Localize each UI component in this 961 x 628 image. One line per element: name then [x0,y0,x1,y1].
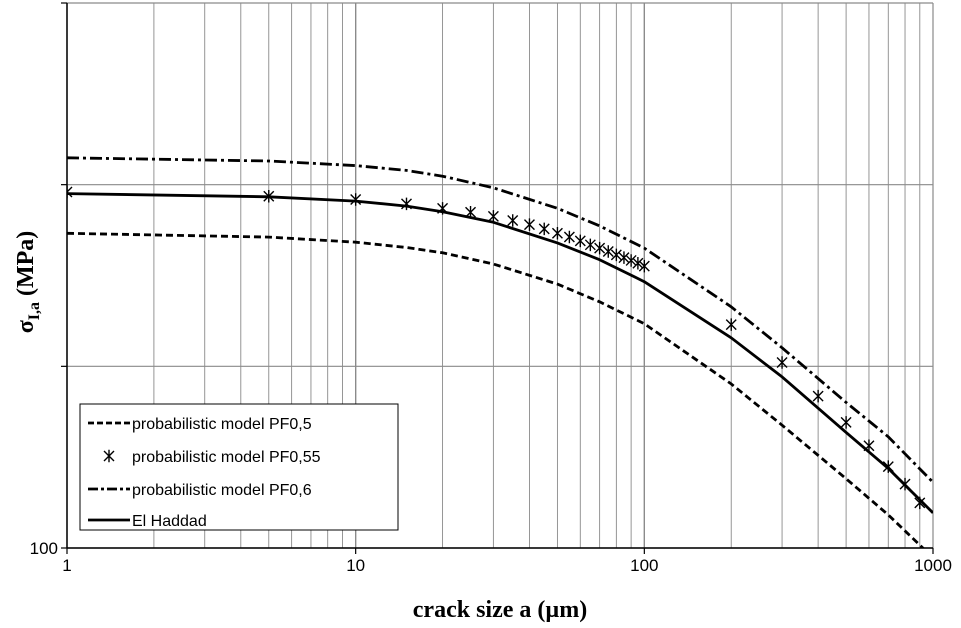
x-tick-label: 1000 [914,556,952,575]
series-star-marker [610,248,622,262]
series-star-marker [551,227,563,240]
legend-item: probabilistic model PF0,55 [103,449,321,466]
series-star-marker [812,389,824,403]
y-axis-title-unit: (MPa) [13,231,39,302]
legend-label: probabilistic model PF0,6 [132,482,312,499]
series-star-marker [638,259,650,273]
legend-item: El Haddad [88,513,207,530]
series-star-marker [625,254,637,267]
x-axis-title: crack size a (µm) [413,597,587,623]
x-tick-label: 10 [346,556,365,575]
series-star-marker [602,245,614,258]
legend-label: probabilistic model PF0,5 [132,416,312,433]
series-star-marker [563,230,575,244]
legend: probabilistic model PF0,5 probabilistic m… [79,403,399,531]
y-axis-title-symbol: σ [13,320,39,333]
series-line-dashdot [67,156,933,484]
series-star-marker [538,222,550,236]
series-line-dashed [67,231,925,548]
series-star-marker [725,318,737,331]
series-2 [67,156,933,484]
legend-box [79,403,399,531]
y-tick-label: 100 [30,539,58,558]
x-tick-label: 1 [62,556,71,575]
y-axis-title-subscript: I,a [26,302,43,320]
series-star-marker [776,356,788,369]
series-star-marker [487,210,499,223]
series-star-marker [67,185,73,199]
series-line-solid [67,192,933,514]
series-3 [67,192,933,514]
series-star-marker [594,241,606,255]
legend-label: El Haddad [132,513,207,530]
series-0 [67,231,925,548]
legend-item: probabilistic model PF0,5 [88,416,312,433]
series-star-marker [103,449,115,463]
tick-labels: 1 10 100 1000 100 [30,539,952,575]
legend-label: probabilistic model PF0,55 [132,449,321,466]
y-axis-title: σI,a (MPa) [13,231,43,334]
series-star-marker [574,234,586,248]
series-star-marker [584,238,596,252]
axes [61,2,934,554]
series-star-marker [632,257,644,270]
series-layer [67,156,933,548]
x-tick-label: 100 [630,556,658,575]
series-star-marker [507,214,519,227]
series-star-marker [618,251,630,264]
series-star-marker [840,416,852,429]
legend-item: probabilistic model PF0,6 [88,482,312,499]
series-star-marker [523,218,535,231]
